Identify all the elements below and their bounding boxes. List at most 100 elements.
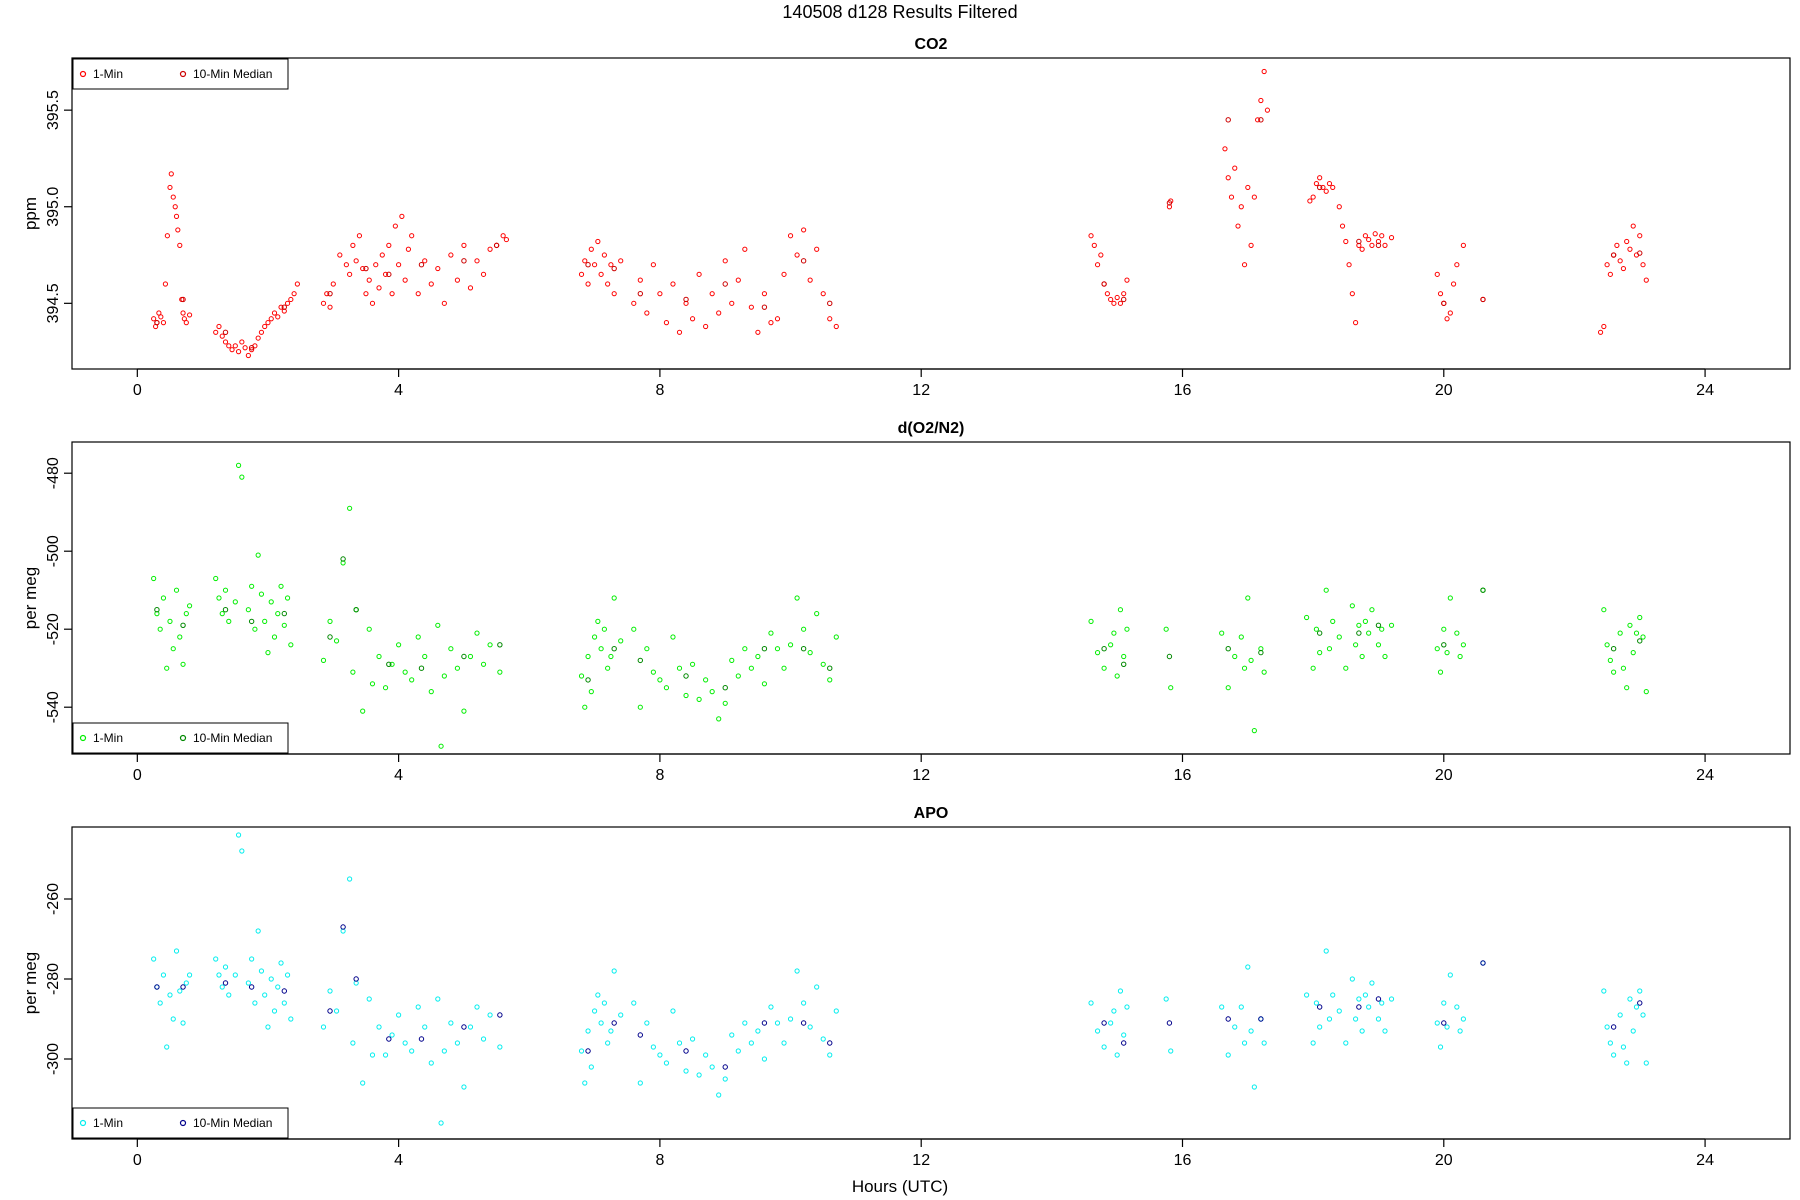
point-1min xyxy=(1101,665,1107,671)
point-1min xyxy=(1248,1028,1254,1034)
point-1min xyxy=(1225,1052,1231,1058)
point-1min xyxy=(379,252,385,258)
point-1min xyxy=(288,642,294,648)
point-1min xyxy=(1637,233,1643,239)
point-1min xyxy=(1620,265,1627,272)
point-10min-median xyxy=(180,622,186,628)
x-tick-label: 0 xyxy=(133,767,142,784)
point-1min xyxy=(729,300,735,306)
legend-marker xyxy=(79,734,87,742)
point-1min xyxy=(768,630,774,636)
point-1min xyxy=(663,1060,670,1066)
chart-panel-3: APO 0 4 8 12 16 20 24 -300 -280 -260 per meg 1-Min 10… xyxy=(21,805,1791,1169)
point-10min-median xyxy=(683,1048,689,1054)
page-title: 140508 d128 Results Filtered xyxy=(782,2,1017,22)
point-1min xyxy=(774,1020,781,1026)
point-1min xyxy=(1108,1020,1114,1026)
point-1min xyxy=(1375,642,1382,648)
point-1min xyxy=(794,968,800,974)
point-1min xyxy=(1117,607,1124,613)
point-10min-median xyxy=(222,329,229,335)
point-1min xyxy=(353,258,359,264)
point-1min xyxy=(689,1036,696,1042)
point-1min xyxy=(1124,277,1130,283)
point-1min xyxy=(222,587,229,593)
point-1min xyxy=(1444,650,1450,656)
point-1min xyxy=(689,316,696,322)
point-1min xyxy=(794,252,800,258)
point-1min xyxy=(722,1076,728,1082)
point-1min xyxy=(1457,653,1463,660)
point-1min xyxy=(670,1008,676,1014)
point-1min xyxy=(356,233,363,239)
point-10min-median xyxy=(353,976,359,982)
point-10min-median xyxy=(683,296,689,303)
point-1min xyxy=(1251,1084,1257,1090)
legend-label: 10-Min Median xyxy=(193,731,272,745)
point-1min xyxy=(268,976,274,982)
point-10min-median xyxy=(1101,646,1107,652)
point-1min xyxy=(294,281,300,287)
point-10min-median xyxy=(611,265,617,272)
point-1min xyxy=(216,595,222,601)
point-10min-median xyxy=(761,304,768,310)
point-1min xyxy=(396,1012,402,1018)
point-1min xyxy=(373,262,379,268)
point-1min xyxy=(670,281,676,287)
point-1min xyxy=(222,339,229,345)
point-1min xyxy=(1326,1016,1333,1022)
y-tick-label: -280 xyxy=(45,963,62,995)
point-1min xyxy=(618,258,624,264)
point-1min xyxy=(271,634,278,640)
y-axis-label: per meg xyxy=(21,567,40,629)
point-1min xyxy=(213,329,219,335)
chart-panel-2: d(O2/N2) 0 4 8 12 16 20 24 -540 -520 -500 -480 per m… xyxy=(21,420,1791,784)
point-1min xyxy=(167,992,173,998)
point-1min xyxy=(219,333,225,339)
point-1min xyxy=(278,583,284,589)
point-1min xyxy=(219,611,225,617)
point-1min xyxy=(755,1028,761,1034)
point-1min xyxy=(1326,180,1333,187)
point-1min xyxy=(1353,1016,1359,1022)
point-1min xyxy=(487,1012,493,1018)
point-1min xyxy=(598,1020,604,1026)
point-10min-median xyxy=(722,685,728,691)
point-1min xyxy=(608,262,614,268)
point-10min-median xyxy=(248,984,255,990)
point-1min xyxy=(781,1040,787,1046)
point-1min xyxy=(347,271,353,277)
point-1min xyxy=(1349,603,1355,609)
point-1min xyxy=(1362,992,1368,998)
point-1min xyxy=(588,1064,594,1070)
point-1min xyxy=(1601,323,1607,330)
point-1min xyxy=(262,992,268,998)
point-1min xyxy=(1241,262,1248,268)
point-1min xyxy=(582,258,588,264)
point-1min xyxy=(1163,626,1169,632)
point-1min xyxy=(164,665,170,671)
point-1min xyxy=(1121,1032,1127,1038)
point-1min xyxy=(226,343,232,349)
point-1min xyxy=(160,595,167,601)
point-1min xyxy=(1124,626,1130,632)
point-1min xyxy=(327,618,333,625)
point-1min xyxy=(1307,198,1313,204)
point-1min xyxy=(1607,271,1613,277)
x-tick-label: 4 xyxy=(394,1152,403,1169)
point-1min xyxy=(709,689,715,695)
point-1min xyxy=(774,316,781,322)
point-10min-median xyxy=(1101,1020,1107,1026)
y-tick-label: -300 xyxy=(45,1043,62,1075)
point-1min xyxy=(578,271,585,277)
point-1min xyxy=(281,622,287,628)
point-1min xyxy=(1388,622,1395,628)
point-10min-median xyxy=(827,300,833,307)
point-1min xyxy=(284,972,291,978)
point-1min xyxy=(1441,1000,1447,1006)
point-1min xyxy=(631,1000,637,1006)
point-1min xyxy=(1304,992,1310,998)
point-1min xyxy=(1640,634,1646,640)
x-tick-label: 12 xyxy=(912,1152,930,1169)
x-tick-label: 4 xyxy=(394,767,403,784)
